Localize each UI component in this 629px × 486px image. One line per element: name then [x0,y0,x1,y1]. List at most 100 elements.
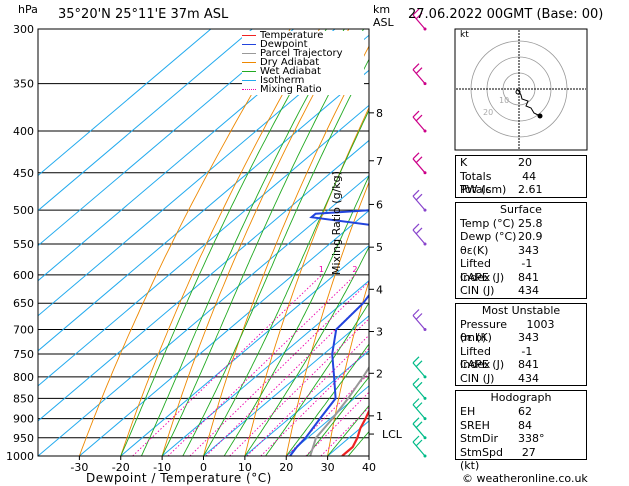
dry-adiabat-line [203,45,369,456]
surface-row: CAPE (J) 841 [456,271,586,285]
legend-label: Dewpoint [260,39,308,50]
legend-swatch [242,44,256,45]
isotherm-line [38,29,336,282]
pressure-tick-label: 650 [13,297,34,310]
row-value: 25.8 [518,216,543,230]
row-value: 338° [518,432,545,445]
dewpoint-line [289,209,369,456]
row-label: CAPE (J) [460,270,505,284]
x-axis-title: Dewpoint / Temperature (°C) [86,471,272,485]
legend-swatch [242,35,256,36]
dry-adiabat-line [244,106,369,456]
row-label: PW (cm) [460,183,507,196]
legend-item: Wet Adiabat [242,67,364,77]
km-tick-label: 6 [376,198,383,211]
pressure-tick-label: 950 [13,432,34,445]
wind-barb-base [423,436,427,440]
surface-row: Lifted Index -1 [456,257,586,284]
most-unstable-row: Pressure (mb) 1003 [456,317,586,345]
km-tick-label: 1 [376,410,383,423]
isotherm-line [38,69,369,352]
wind-barb-flag [415,439,423,447]
wind-barb-staff [412,14,426,30]
hodograph-table-row: StmDir 338° [456,432,586,446]
mixing-ratio-axis-title: Mixing Ratio (g/kg) [330,171,343,275]
row-label: StmSpd (kt) [460,445,503,473]
row-label: θε(K) [460,243,489,257]
row-label: Lifted Index [460,344,491,372]
legend-label: Temperature [260,30,324,41]
wind-barb-staff [412,423,426,439]
row-value: 1003 [526,317,555,331]
wind-barb [412,377,427,400]
wind-barb-flag [415,227,423,235]
legend-swatch [242,89,256,90]
mixing-ratio-line [305,391,369,456]
wind-barb-flag [412,8,420,16]
wind-barb-base [423,82,427,86]
row-value: 434 [518,284,539,297]
wet-adiabat-line [223,174,369,456]
wind-barb-flag [415,381,423,389]
wind-barb-flag [412,398,420,406]
row-value: 84 [518,418,532,432]
mixing-ratio-label: 1 [319,265,324,274]
legend-item: Dry Adiabat [242,58,364,68]
row-label: Pressure (mb) [460,317,507,345]
row-value: 2.61 [518,183,543,196]
isotherm-line [38,174,369,456]
mixing-ratio-label: 6 [411,265,416,274]
pressure-tick-label: 350 [13,78,34,91]
wind-barb [412,8,427,31]
row-value: 20 [518,156,532,169]
hodograph-table-box: Hodograph EH 62 SREH 84 StmDir 338° StmSpd (kt… [455,390,587,473]
pressure-tick-label: 450 [13,167,34,180]
km-tick-label: 3 [376,326,383,339]
wind-barb-flag [415,12,423,20]
isotherm-line [38,139,369,422]
legend-swatch [242,71,256,72]
legend-swatch [242,53,256,54]
wind-barb-base [423,454,427,458]
wind-barb-flag [412,435,420,443]
wind-barb-base [423,171,427,175]
wind-barb [412,189,427,212]
km-unit-label: km [373,3,391,16]
wind-barb-flag [415,360,423,368]
row-value: 44 [522,169,537,183]
parcel-trajectory-line [309,365,369,456]
datetime-label: 27.06.2022 00GMT (Base: 00) [408,7,604,22]
row-value: -1 [521,257,533,270]
pressure-tick-label: 550 [13,238,34,251]
pressure-unit-label: hPa [18,3,38,16]
wind-barb-flag [415,156,423,164]
wind-barb [412,356,427,379]
wind-barb-staff [412,116,426,132]
mixing-ratio-line [320,406,369,456]
x-tick-label: -10 [153,461,171,474]
isotherm-line [38,29,212,177]
row-label: θε (K) [460,331,492,344]
row-label: Dewp (°C) [460,230,517,243]
indices-row: Totals Totals 44 [456,169,586,197]
mixing-ratio-line [246,334,369,456]
indices-row: PW (cm) 2.61 [456,183,586,197]
row-label: EH [460,405,476,418]
mixing-ratio-label: 4 [388,265,393,274]
temperature-line [341,408,369,456]
row-label: Temp (°C) [460,216,515,230]
wind-barb-flag [412,63,420,71]
x-tick-label: 20 [279,461,293,474]
footer-credit: © weatheronline.co.uk [462,472,588,485]
wind-barb-base [423,417,427,421]
row-value: 343 [518,243,539,257]
legend-label: Isotherm [260,75,305,86]
mixing-ratio-line [260,347,369,456]
wind-barb [412,309,427,332]
mixing-ratio-line [167,274,356,456]
pressure-tick-label: 1000 [6,450,34,463]
wind-barb-staff [412,441,426,457]
surface-row: Temp (°C) 25.8 [456,217,586,231]
wind-barb-base [423,208,427,212]
